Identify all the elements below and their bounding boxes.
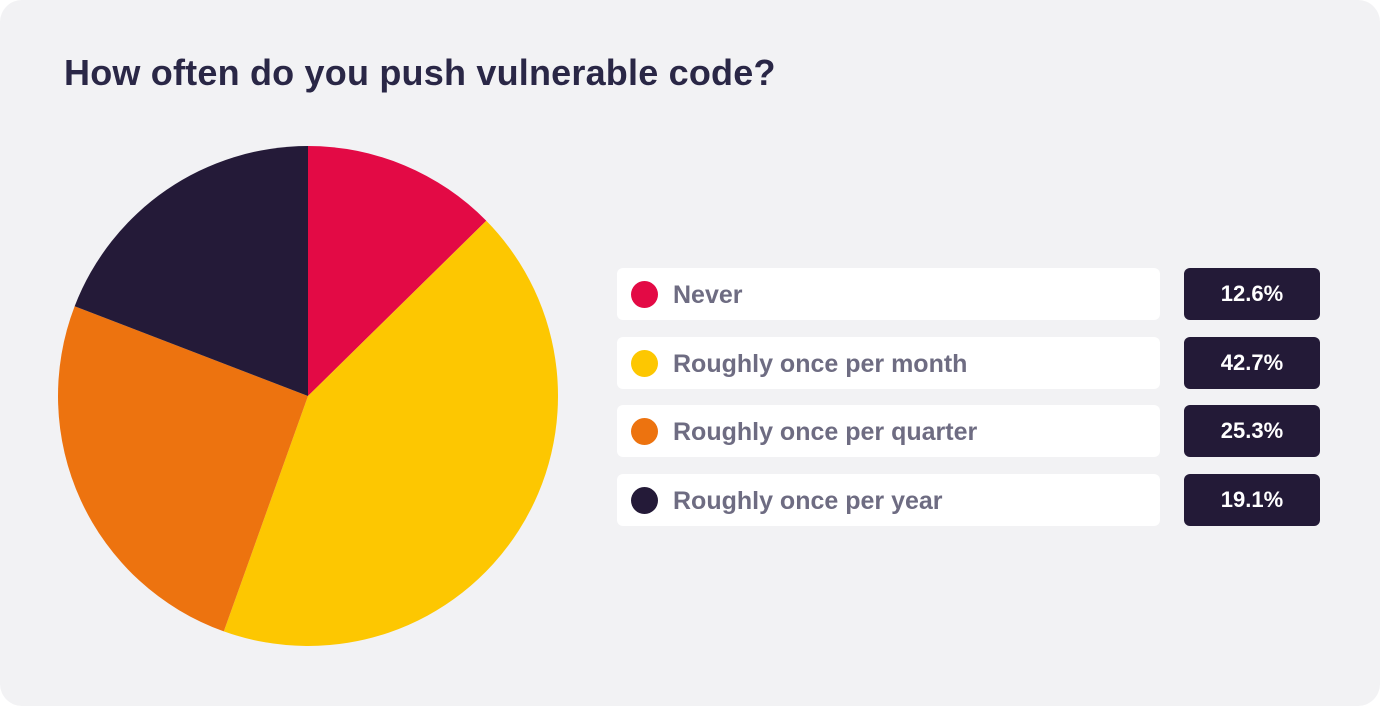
legend-label-box: Roughly once per month — [617, 336, 1160, 389]
pie-slice-monthly — [223, 220, 558, 646]
legend-label-yearly: Roughly once per year — [673, 486, 943, 515]
pie-chart — [58, 146, 558, 646]
value-label-yearly: 19.1% — [1184, 473, 1320, 526]
legend-row-monthly: Roughly once per month 42.7% — [617, 336, 1321, 389]
legend-label-box: Roughly once per year — [617, 473, 1160, 526]
legend-swatch-monthly — [631, 349, 658, 377]
legend-row-never: Never 12.6% — [617, 268, 1321, 320]
legend-label-quarterly: Roughly once per quarter — [673, 418, 978, 446]
legend-row-yearly: Roughly once per year 19.1% — [617, 473, 1321, 526]
pie-slice-quarterly — [58, 306, 308, 632]
pie-slice-never — [308, 146, 487, 396]
legend-swatch-yearly — [631, 486, 658, 514]
value-label-quarterly: 25.3% — [1184, 405, 1320, 457]
legend: Never 12.6% Roughly once per month 42.7%… — [617, 268, 1321, 542]
legend-swatch-never — [631, 281, 658, 308]
pie-slice-yearly — [74, 146, 308, 396]
legend-label-monthly: Roughly once per month — [673, 349, 968, 378]
legend-label-box: Roughly once per quarter — [617, 405, 1160, 457]
value-label-never: 12.6% — [1184, 268, 1320, 320]
legend-swatch-quarterly — [631, 418, 658, 445]
value-label-monthly: 42.7% — [1184, 336, 1320, 389]
legend-row-quarterly: Roughly once per quarter 25.3% — [617, 405, 1321, 457]
chart-title: How often do you push vulnerable code? — [64, 52, 776, 93]
legend-label-box: Never — [617, 268, 1160, 320]
legend-label-never: Never — [673, 281, 743, 309]
